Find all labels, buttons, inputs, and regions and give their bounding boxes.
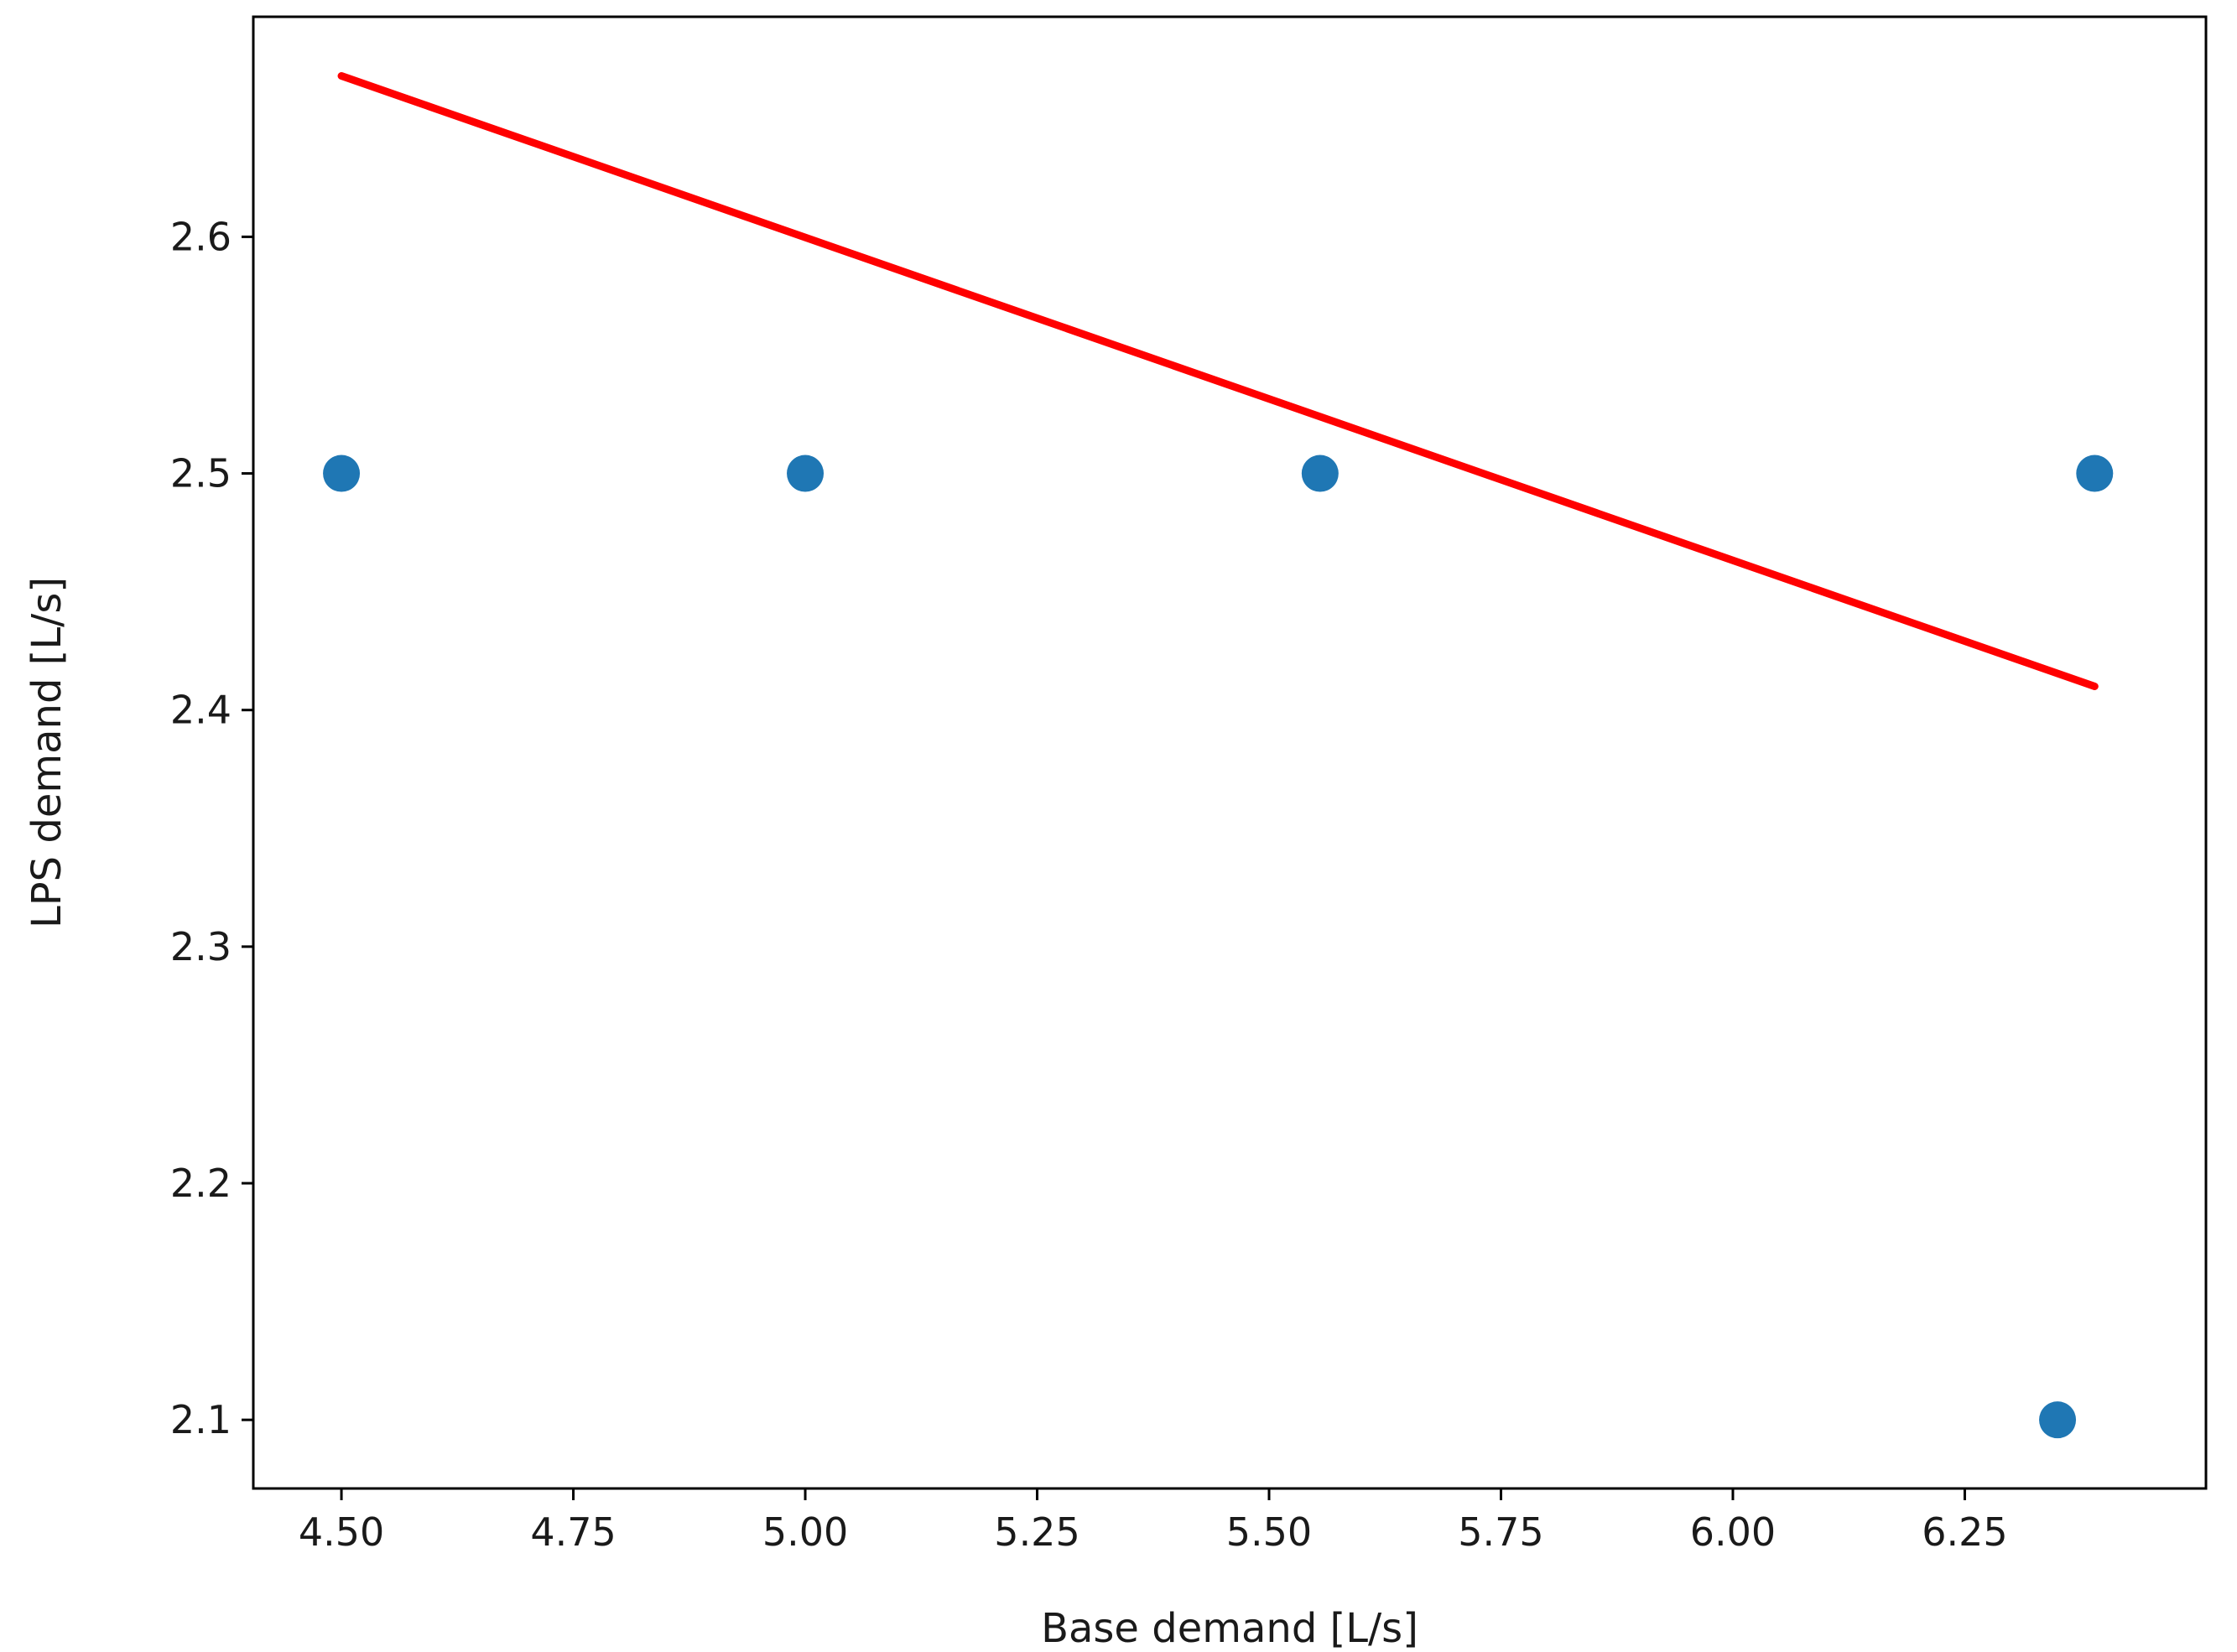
y-tick-label: 2.4 (170, 688, 232, 733)
y-tick-label: 2.6 (170, 214, 232, 259)
y-tick-label: 2.1 (170, 1397, 232, 1442)
x-tick-label: 6.25 (1922, 1509, 2007, 1555)
y-axis: 2.1 2.2 2.3 2.4 2.5 2.6 (170, 214, 253, 1442)
y-axis-label: LPS demand [L/s] (23, 577, 70, 928)
x-axis: 4.50 4.75 5.00 5.25 5.50 5.75 6.00 6.25 (299, 1488, 2008, 1555)
x-tick-label: 6.00 (1690, 1509, 1776, 1555)
x-tick-label: 5.25 (994, 1509, 1079, 1555)
plot-frame (252, 15, 2208, 1490)
data-point (1301, 455, 1339, 492)
y-tick-label: 2.5 (170, 451, 232, 496)
x-tick-label: 5.75 (1458, 1509, 1543, 1555)
x-tick-label: 5.00 (762, 1509, 848, 1555)
data-point (2039, 1401, 2077, 1439)
x-axis-label: Base demand [L/s] (1041, 1605, 1418, 1652)
regression-line (337, 72, 2099, 690)
y-tick-label: 2.2 (170, 1161, 232, 1206)
plot-area (323, 72, 2114, 1439)
x-tick-label: 4.75 (530, 1509, 616, 1555)
data-point (323, 455, 361, 492)
x-tick-label: 4.50 (299, 1509, 384, 1555)
y-tick-label: 2.3 (170, 924, 232, 969)
data-point (2076, 455, 2114, 492)
data-point (787, 455, 825, 492)
x-tick-label: 5.50 (1226, 1509, 1312, 1555)
